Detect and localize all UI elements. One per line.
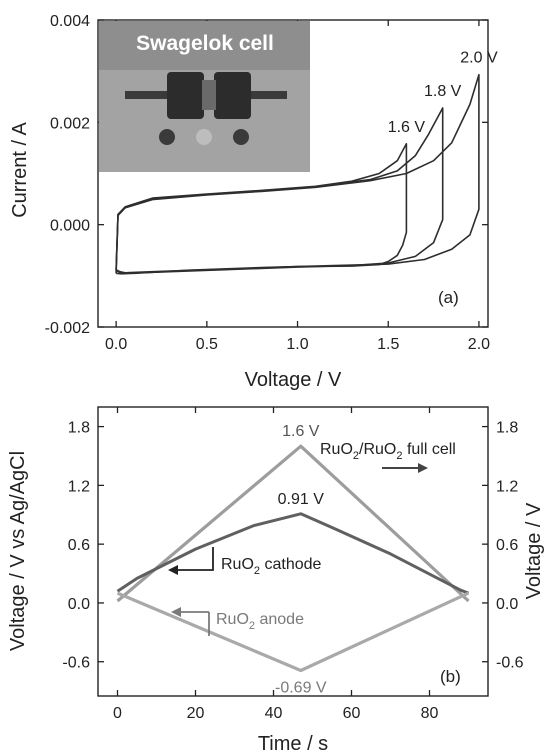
- panel-b: 0 20 40 60 80 -0.6 -0.6 0.0 0.0 0.6 0.6 1.2 1.2 1.8 1…: [7, 406, 545, 755]
- x-axis-ticks-a: 0.0 0.5 1.0 1.5 2.0: [105, 20, 490, 353]
- annotation-b-1: 1.6 V: [282, 423, 320, 440]
- cv-curve-3: [115, 73, 480, 275]
- series-group-a: [115, 73, 480, 275]
- inset-fitting-right: [214, 72, 251, 119]
- x-tick-label-a: 1.0: [286, 336, 308, 353]
- y-axis-title-b-left: Voltage / V vs Ag/AgCl: [7, 451, 29, 651]
- x-tick-label-b: 60: [343, 705, 361, 722]
- x-tick-label-a: 1.5: [377, 336, 399, 353]
- label-anode: RuO2 anode: [171, 607, 304, 636]
- y-tick-label-right-b: -0.6: [496, 655, 524, 672]
- inset-disc-left: [159, 129, 175, 145]
- x-tick-label-b: 20: [187, 705, 205, 722]
- annotation-b-2: 0.91 V: [278, 491, 325, 508]
- y-tick-label-b: 1.8: [68, 420, 90, 437]
- y-tick-label-b: -0.6: [62, 655, 90, 672]
- inset-disc-right: [233, 129, 249, 145]
- annotation-a-2: 1.8 V: [424, 83, 462, 100]
- anode-label: RuO2 anode: [216, 611, 304, 632]
- y-tick-label-right-b: 0.0: [496, 596, 518, 613]
- series-group-b: [116, 444, 470, 673]
- inset-disc-middle: [196, 129, 212, 145]
- annotation-b-3: -0.69 V: [275, 680, 327, 697]
- x-tick-label-b: 40: [265, 705, 283, 722]
- curve-full-cell: [116, 444, 470, 603]
- inset-fitting-left: [167, 72, 204, 119]
- y-tick-label-a: 0.002: [50, 115, 90, 132]
- annotations-a: 1.6 V 1.8 V 2.0 V: [388, 50, 498, 136]
- y-tick-label-right-b: 1.2: [496, 478, 518, 495]
- x-tick-label-a: 2.0: [468, 336, 490, 353]
- y-tick-label-right-b: 0.6: [496, 537, 518, 554]
- cathode-arrow-icon: [168, 565, 178, 575]
- cathode-label: RuO2 cathode: [221, 556, 322, 577]
- y-axis-ticks-b: -0.6 -0.6 0.0 0.0 0.6 0.6 1.2 1.2 1.8 1.8: [62, 420, 523, 672]
- x-axis-ticks-b: 0 20 40 60 80: [113, 407, 439, 722]
- y-axis-title-a: Current / A: [9, 122, 31, 218]
- y-axis-title-b-right: Voltage / V: [523, 502, 545, 599]
- y-axis-ticks-a: -0.002 0.000 0.002 0.004: [45, 13, 488, 337]
- y-tick-label-b: 0.0: [68, 596, 90, 613]
- annotation-a-3: 2.0 V: [460, 50, 498, 67]
- panel-label-b: (b): [440, 667, 461, 686]
- x-tick-label-b: 0: [113, 705, 122, 722]
- inset-center: [202, 80, 216, 110]
- curve-cathode: [116, 512, 470, 595]
- annotation-a-1: 1.6 V: [388, 119, 426, 136]
- y-tick-label-b: 1.2: [68, 478, 90, 495]
- x-tick-label-a: 0.5: [196, 336, 218, 353]
- full-cell-label: RuO2/RuO2 full cell: [320, 441, 456, 462]
- x-tick-label-a: 0.0: [105, 336, 127, 353]
- full-cell-arrow-icon: [418, 463, 428, 473]
- panel-label-a: (a): [438, 288, 459, 307]
- annotations-b: 1.6 V 0.91 V -0.69 V: [275, 423, 327, 696]
- y-tick-label-right-b: 1.8: [496, 420, 518, 437]
- curve-anode: [116, 591, 470, 673]
- inset-title: Swagelok cell: [136, 32, 274, 55]
- cathode-bracket: [176, 547, 214, 571]
- x-axis-title-b: Time / s: [258, 733, 328, 755]
- anode-arrow-icon: [171, 607, 181, 617]
- y-tick-label-b: 0.6: [68, 537, 90, 554]
- label-full-cell: RuO2/RuO2 full cell: [320, 441, 456, 473]
- inset-photo: Swagelok cell: [99, 21, 310, 172]
- y-tick-label-a: 0.000: [50, 218, 90, 235]
- label-cathode: RuO2 cathode: [168, 547, 322, 577]
- y-tick-label-a: -0.002: [45, 320, 90, 337]
- plot-area-b: [97, 406, 489, 697]
- panel-a: 0.0 0.5 1.0 1.5 2.0 -0.002 0.000 0.002 0.004 Sw…: [9, 13, 498, 391]
- x-axis-title-a: Voltage / V: [245, 369, 342, 391]
- y-tick-label-a: 0.004: [50, 13, 90, 30]
- x-tick-label-b: 80: [421, 705, 439, 722]
